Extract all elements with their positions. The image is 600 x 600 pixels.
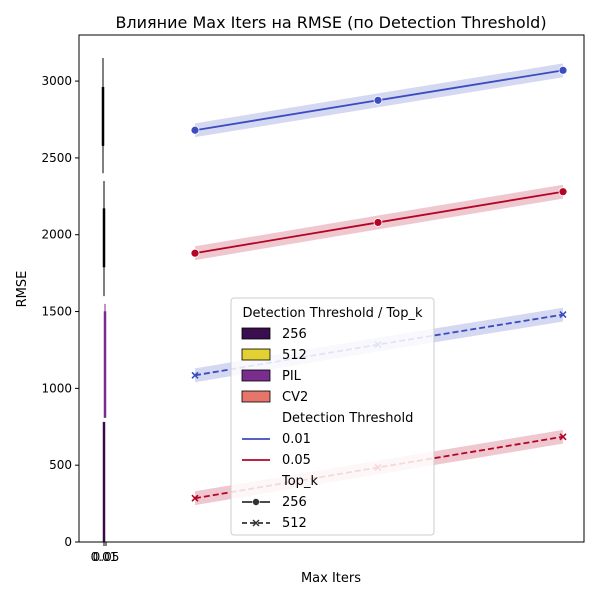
data-point <box>191 494 199 502</box>
legend-subtitle: Top_k <box>281 474 318 489</box>
y-axis: 0 500 1000 1500 2000 2500 3000 <box>41 74 79 549</box>
legend-label: 512 <box>282 348 307 363</box>
data-point <box>190 248 200 258</box>
plot-area-frame <box>78 34 585 543</box>
legend-label: 512 <box>282 516 307 531</box>
y-tick-label: 1500 <box>41 305 72 319</box>
y-tick-label: 1000 <box>41 381 72 395</box>
legend-label: 0.05 <box>282 453 311 468</box>
legend-label: 256 <box>282 495 307 510</box>
chart-title: Влияние Max Iters на RMSE (по Detection … <box>115 13 546 32</box>
legend-label: 256 <box>282 327 307 342</box>
legend-title: Detection Threshold / Top_k <box>243 306 423 321</box>
box-body <box>101 86 105 146</box>
legend-marker <box>252 519 260 527</box>
legend-patch <box>241 348 271 361</box>
box-body <box>103 311 107 418</box>
box-body <box>102 421 106 543</box>
data-point <box>191 371 199 379</box>
box-whiskers <box>101 58 107 543</box>
data-point <box>558 187 568 197</box>
legend-patch <box>241 327 271 340</box>
data-point <box>373 218 383 227</box>
box-body <box>102 208 106 268</box>
legend-frame <box>230 297 435 536</box>
x-axis: 0.010.05 <box>91 542 120 564</box>
data-point-stroke <box>559 433 567 441</box>
x-tick-label: 0.01 <box>91 550 118 564</box>
legend-label: PIL <box>282 369 302 384</box>
x-tick-label: 0.05 <box>93 550 120 564</box>
legend: Detection Threshold / Top_k 256 512 PIL CV2 D… <box>230 297 435 536</box>
data-point <box>558 65 568 75</box>
legend-marker <box>252 498 260 506</box>
y-tick-label: 500 <box>49 458 72 472</box>
legend-label: CV2 <box>282 390 308 405</box>
legend-patch <box>241 369 271 382</box>
y-axis-label: RMSE <box>15 271 30 308</box>
data-point <box>190 125 200 135</box>
data-point-stroke <box>191 494 199 502</box>
legend-subtitle: Detection Threshold <box>282 411 413 426</box>
x-axis-label: Max Iters <box>301 571 361 586</box>
data-point-stroke <box>191 371 199 379</box>
legend-label: 0.01 <box>282 432 311 447</box>
y-tick-label: 0 <box>64 535 72 549</box>
legend-patch <box>241 390 271 403</box>
data-point <box>559 433 567 441</box>
y-tick-label: 3000 <box>41 74 72 88</box>
data-point <box>373 95 383 105</box>
data-point <box>559 311 567 319</box>
data-point-stroke <box>559 311 567 319</box>
y-tick-label: 2000 <box>41 228 72 242</box>
y-tick-label: 2500 <box>41 151 72 165</box>
